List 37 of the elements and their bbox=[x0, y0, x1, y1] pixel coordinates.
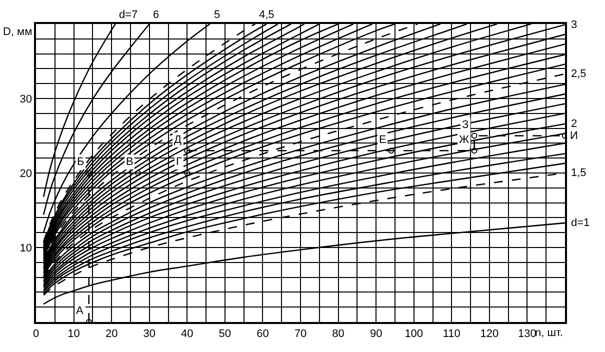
annotation: В bbox=[126, 156, 134, 168]
x-tick-label: 120 bbox=[480, 328, 499, 340]
series-label: d=1 bbox=[571, 217, 590, 229]
x-axis-title: n, шт. bbox=[535, 327, 563, 339]
y-axis-title: D, мм bbox=[3, 26, 32, 38]
x-tick-label: 100 bbox=[404, 328, 424, 340]
x-tick-label: 30 bbox=[143, 328, 156, 340]
series-label: 4,5 bbox=[259, 9, 274, 21]
series-label: 6 bbox=[153, 9, 160, 21]
annotation: Ж bbox=[459, 134, 470, 146]
series-label: 3 bbox=[571, 19, 578, 31]
y-tick-label: 20 bbox=[20, 168, 32, 180]
annotation: Г bbox=[176, 156, 182, 168]
series-label: 1,5 bbox=[571, 167, 586, 179]
x-tick-label: 50 bbox=[218, 328, 232, 340]
x-tick-label: 70 bbox=[294, 328, 307, 340]
x-tick-label: 130 bbox=[518, 328, 536, 340]
x-tick-label: 40 bbox=[181, 328, 194, 340]
annotation: А bbox=[76, 305, 84, 317]
annotation: Е bbox=[379, 134, 386, 146]
series-label: 2,5 bbox=[571, 68, 586, 80]
series-label: 5 bbox=[214, 9, 220, 21]
annotation: З bbox=[462, 119, 469, 131]
x-tick-label: 0 bbox=[32, 328, 40, 340]
x-tick-label: 110 bbox=[442, 328, 460, 340]
annotation: Б bbox=[77, 156, 84, 168]
series-label: d=7 bbox=[119, 9, 138, 21]
y-tick-label: 10 bbox=[20, 242, 32, 254]
annotation: Д bbox=[174, 134, 182, 146]
x-tick-label: 90 bbox=[370, 328, 382, 340]
annotation: И bbox=[570, 130, 578, 142]
series-label: 2 bbox=[571, 118, 578, 130]
x-tick-label: 60 bbox=[256, 328, 269, 340]
x-tick-label: 20 bbox=[105, 328, 118, 340]
x-tick-label: 80 bbox=[332, 328, 344, 340]
x-tick-label: 10 bbox=[68, 328, 80, 340]
y-tick-label: 30 bbox=[20, 93, 32, 106]
